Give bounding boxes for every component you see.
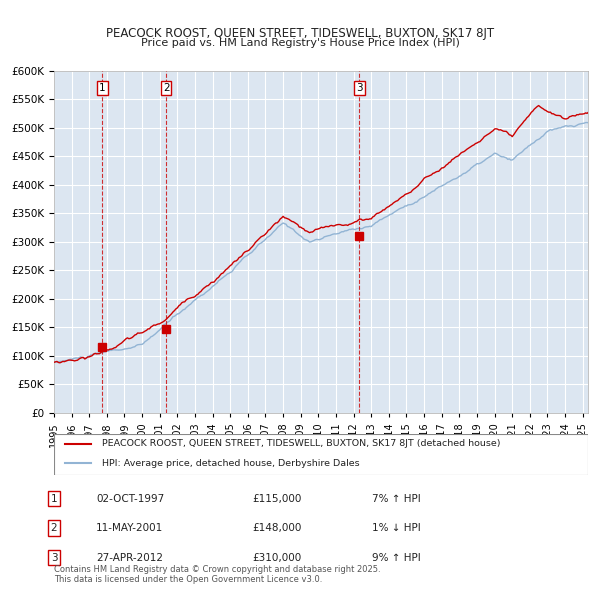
Text: 7% ↑ HPI: 7% ↑ HPI <box>372 494 421 503</box>
Text: 1: 1 <box>99 83 106 93</box>
Text: 3: 3 <box>356 83 362 93</box>
Text: 2: 2 <box>50 523 58 533</box>
Text: 27-APR-2012: 27-APR-2012 <box>96 553 163 562</box>
Text: Contains HM Land Registry data © Crown copyright and database right 2025.
This d: Contains HM Land Registry data © Crown c… <box>54 565 380 584</box>
FancyBboxPatch shape <box>54 434 588 475</box>
Text: 11-MAY-2001: 11-MAY-2001 <box>96 523 163 533</box>
Text: Price paid vs. HM Land Registry's House Price Index (HPI): Price paid vs. HM Land Registry's House … <box>140 38 460 48</box>
Text: 02-OCT-1997: 02-OCT-1997 <box>96 494 164 503</box>
Text: PEACOCK ROOST, QUEEN STREET, TIDESWELL, BUXTON, SK17 8JT: PEACOCK ROOST, QUEEN STREET, TIDESWELL, … <box>106 27 494 40</box>
Text: HPI: Average price, detached house, Derbyshire Dales: HPI: Average price, detached house, Derb… <box>102 459 359 468</box>
Text: £148,000: £148,000 <box>252 523 301 533</box>
Text: 1% ↓ HPI: 1% ↓ HPI <box>372 523 421 533</box>
Text: 2: 2 <box>163 83 169 93</box>
Text: 1: 1 <box>50 494 58 503</box>
Text: 9% ↑ HPI: 9% ↑ HPI <box>372 553 421 562</box>
Text: £310,000: £310,000 <box>252 553 301 562</box>
Text: PEACOCK ROOST, QUEEN STREET, TIDESWELL, BUXTON, SK17 8JT (detached house): PEACOCK ROOST, QUEEN STREET, TIDESWELL, … <box>102 440 500 448</box>
Text: 3: 3 <box>50 553 58 562</box>
Text: £115,000: £115,000 <box>252 494 301 503</box>
